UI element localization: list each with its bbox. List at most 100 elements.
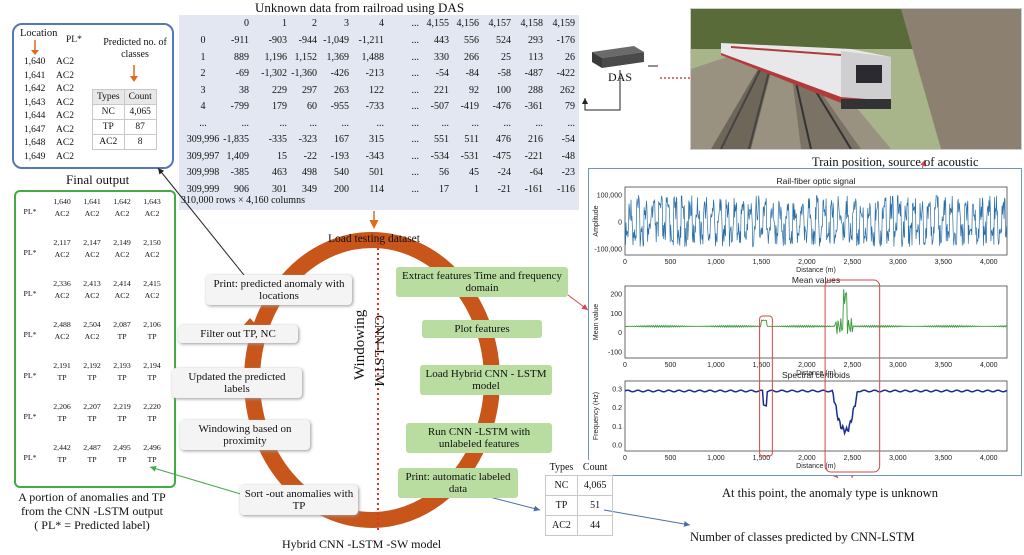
table-cell: ... [411,183,420,195]
x-tick-label: 4,000 [980,259,998,266]
table-header: 4,155 [426,18,450,29]
table-cell: -176 [556,35,575,46]
location-value: 1,642 [24,84,46,94]
table-cell: -193 [330,150,349,162]
row-index: 0 [200,35,206,46]
x-tick-label: 3,000 [889,259,907,266]
table-cell: 524 [496,35,511,46]
location-value: 1,648 [24,138,46,148]
row-index: 309,997 [186,150,220,162]
predicted-label: AC2 [54,209,70,218]
predicted-label: AC2 [144,250,160,259]
step-sort-out-anomalies: Sort -out anomalies with TP [240,485,358,515]
location-panel: Location PL* 1,640 AC2 1,641 AC2 1,642 AC2 1,6… [12,23,174,169]
das-label: DAS [608,70,633,84]
predicted-label: TP [147,373,157,382]
plot-title: Rail-fiber optic signal [777,176,856,186]
table-cell: 1,488 [361,51,385,63]
predicted-label: AC2 [56,124,74,135]
table-header: Count [577,460,613,476]
location-row: 1,640 AC2 [24,57,88,67]
table-cell: -221 [524,150,543,162]
pl-label: PL* [23,412,37,421]
table-cell: -1,835 [223,134,249,145]
predicted-label: AC2 [84,332,100,341]
step-windowing-proximity: Windowing based on proximity [180,420,310,450]
final-output-caption: A portion of anomalies and TP from the C… [6,490,178,532]
y-tick-label: 100 [610,311,622,318]
y-tick-label: -100,000 [594,247,622,254]
anomaly-highlight-small [759,315,773,457]
x-tick-label: 1,500 [753,259,771,266]
location-value: 1,649 [24,151,46,162]
windowing-label: Windowing [352,309,368,380]
location-value: 2,495 [113,443,131,452]
y-tick-label: 100,000 [597,193,622,200]
x-tick-label: 3,500 [935,362,953,369]
table-cell: -1,211 [358,35,384,46]
table-cell: ... [376,117,385,129]
y-axis-label: Frequency (Hz) [593,392,600,440]
table-cell: 288 [528,84,543,96]
row-index: 3 [200,84,206,96]
table-cell: -531 [460,150,479,162]
table-cell: 8 [123,134,157,150]
table-cell: 25 [501,51,511,63]
table-cell: -507 [430,101,449,112]
centroid-line [624,389,1008,437]
x-tick-label: 2,000 [798,455,816,462]
location-header: Location [20,28,58,39]
cnn-lstm-label: CNN-LSTM [371,315,386,387]
x-tick-label: 2,500 [844,455,862,462]
table-cell: -799 [230,101,249,112]
table-header: Types [545,460,578,476]
table-cell: -23 [561,167,575,178]
x-tick-label: 1,500 [753,362,771,369]
row-index: 309,998 [186,167,220,178]
location-value: 2,191 [53,361,71,370]
table-header: ... [411,18,420,29]
step-plot-features: Plot features [422,320,542,338]
table-cell: -426 [330,68,349,79]
table-cell: 113 [528,51,543,63]
table-cell: -476 [492,101,511,112]
location-row: 1,643 AC2 [24,98,88,108]
location-value: 2,415 [143,279,161,288]
table-cell: 51 [576,495,614,516]
predicted-label: AC2 [84,291,100,300]
location-value: 2,220 [143,402,161,411]
location-row: 1,641 AC2 [24,71,88,81]
table-cell: ... [279,117,288,129]
location-value: 2,219 [113,402,131,411]
pl-label: PL* [23,453,37,462]
table-cell: 229 [272,84,287,96]
y-axis-label: Amplitude [593,205,600,236]
predicted-label: AC2 [84,250,100,259]
caption-line: ( PL* = Predicted label) [34,518,150,532]
predicted-label: TP [87,455,97,464]
final-output-panel: PL* 1,640 1,641 1,642 1,643 AC2 AC2 AC2 AC2 PL* 2,… [14,190,176,488]
table-cell: -22 [303,150,317,162]
model-caption: Hybrid CNN -LSTM -SW model [282,537,442,551]
predicted-label: TP [117,455,127,464]
table-cell: 17 [439,183,449,195]
x-tick-label: 2,000 [798,259,816,266]
table-cell: 551 [434,134,449,145]
predicted-label: TP [57,373,67,382]
table-cell: 511 [464,134,479,145]
table-cell: 501 [369,167,384,178]
x-tick-label: 3,500 [935,259,953,266]
table-cell: -419 [460,101,479,112]
table-header: 4,158 [520,18,544,29]
location-value: 2,206 [53,402,71,411]
table-cell: 301 [272,183,287,195]
table-header: Count [123,89,157,105]
predicted-label: AC2 [56,111,74,121]
table-cell: -48 [561,150,575,162]
das-table-title: Unknown data from railroad using DAS [255,0,465,15]
predicted-label: AC2 [56,84,74,94]
predicted-label: TP [117,332,127,341]
table-cell: -323 [298,134,317,145]
table-cell: 906 [234,183,249,195]
table-cell: 1,152 [294,51,318,63]
